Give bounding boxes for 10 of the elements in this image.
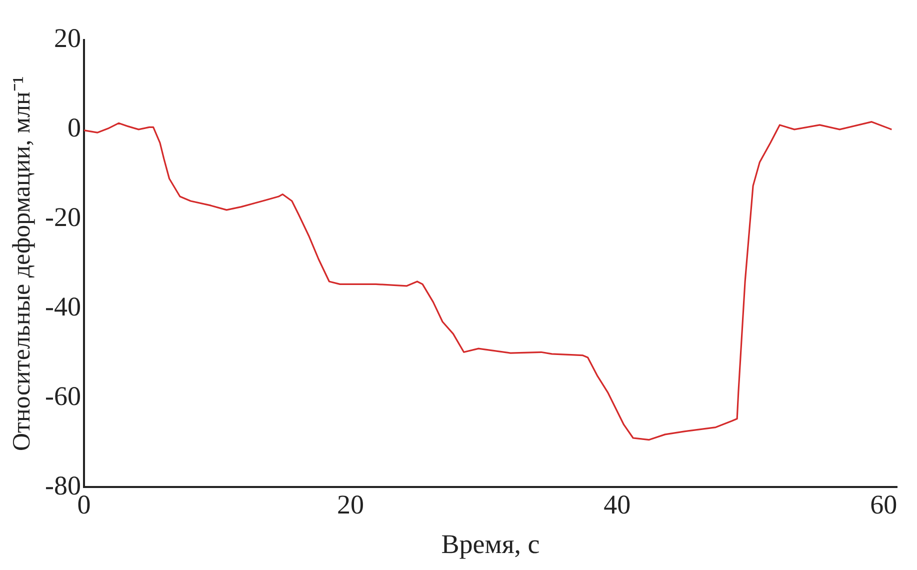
y-tick-label: -60 xyxy=(44,380,81,411)
x-axis-title: Время, с xyxy=(441,528,540,559)
y-tick-label: 20 xyxy=(54,23,81,54)
y-axis-title: Относительные деформации, млн⁻¹ xyxy=(8,76,36,452)
x-tick-label: 40 xyxy=(604,489,631,520)
y-tick-label: -20 xyxy=(44,202,81,232)
y-tick-label: -40 xyxy=(44,291,81,322)
y-tick-label: 0 xyxy=(67,112,81,143)
x-tick-label: 20 xyxy=(337,489,364,520)
x-tick-label: 60 xyxy=(870,489,898,520)
